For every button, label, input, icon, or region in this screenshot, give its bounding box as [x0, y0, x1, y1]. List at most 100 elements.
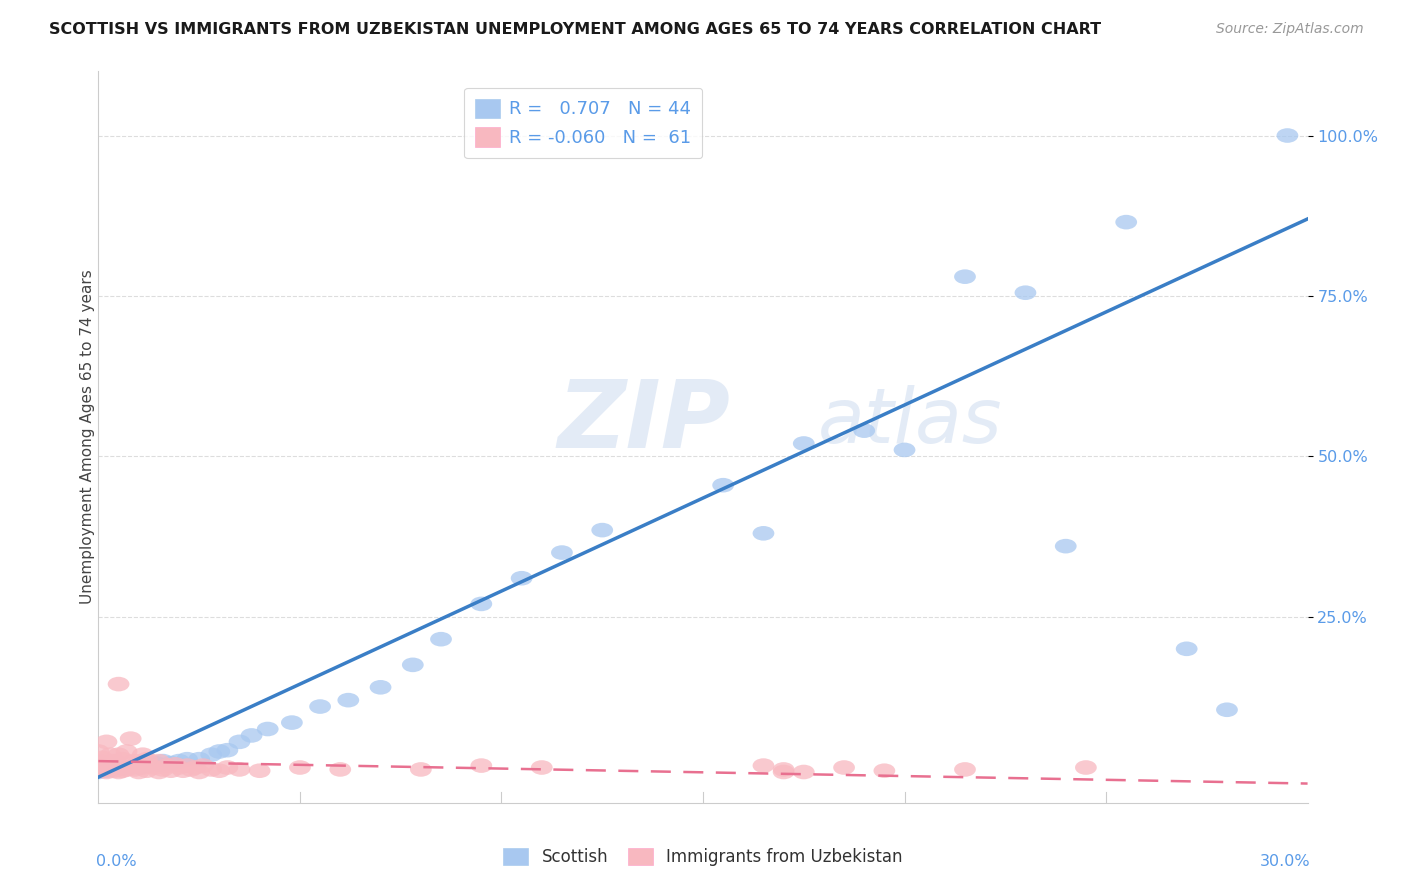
Ellipse shape	[108, 764, 129, 780]
Ellipse shape	[188, 764, 209, 780]
Legend: Scottish, Immigrants from Uzbekistan: Scottish, Immigrants from Uzbekistan	[496, 841, 910, 873]
Ellipse shape	[111, 752, 134, 766]
Ellipse shape	[281, 715, 302, 730]
Ellipse shape	[752, 758, 775, 772]
Ellipse shape	[87, 744, 110, 759]
Ellipse shape	[201, 762, 222, 777]
Ellipse shape	[124, 754, 146, 768]
Ellipse shape	[108, 758, 129, 772]
Ellipse shape	[894, 442, 915, 458]
Ellipse shape	[793, 764, 814, 780]
Ellipse shape	[169, 760, 190, 775]
Ellipse shape	[1216, 703, 1237, 717]
Ellipse shape	[100, 762, 121, 777]
Ellipse shape	[87, 764, 110, 780]
Ellipse shape	[853, 424, 875, 438]
Ellipse shape	[104, 754, 125, 768]
Ellipse shape	[188, 752, 209, 766]
Ellipse shape	[108, 760, 129, 775]
Ellipse shape	[115, 762, 138, 777]
Ellipse shape	[471, 597, 492, 611]
Ellipse shape	[1175, 641, 1198, 657]
Ellipse shape	[257, 722, 278, 736]
Ellipse shape	[193, 758, 214, 772]
Ellipse shape	[1076, 760, 1097, 775]
Ellipse shape	[152, 754, 174, 768]
Ellipse shape	[184, 760, 207, 775]
Ellipse shape	[955, 269, 976, 284]
Ellipse shape	[132, 760, 153, 775]
Ellipse shape	[240, 728, 263, 743]
Ellipse shape	[592, 523, 613, 537]
Ellipse shape	[176, 752, 198, 766]
Ellipse shape	[108, 677, 129, 691]
Ellipse shape	[111, 764, 134, 778]
Ellipse shape	[1115, 215, 1137, 229]
Ellipse shape	[128, 764, 149, 780]
Ellipse shape	[834, 760, 855, 775]
Ellipse shape	[128, 757, 149, 772]
Ellipse shape	[128, 760, 149, 775]
Ellipse shape	[201, 747, 222, 762]
Ellipse shape	[96, 764, 117, 780]
Ellipse shape	[100, 760, 121, 775]
Y-axis label: Unemployment Among Ages 65 to 74 years: Unemployment Among Ages 65 to 74 years	[80, 269, 94, 605]
Ellipse shape	[773, 764, 794, 780]
Ellipse shape	[172, 764, 194, 778]
Ellipse shape	[111, 761, 134, 775]
Ellipse shape	[169, 754, 190, 768]
Ellipse shape	[141, 758, 162, 772]
Ellipse shape	[136, 764, 157, 778]
Ellipse shape	[180, 762, 202, 777]
Ellipse shape	[329, 762, 352, 777]
Ellipse shape	[143, 756, 166, 771]
Ellipse shape	[115, 744, 138, 759]
Text: 30.0%: 30.0%	[1260, 854, 1310, 869]
Ellipse shape	[160, 756, 181, 771]
Ellipse shape	[1015, 285, 1036, 300]
Ellipse shape	[136, 752, 157, 766]
Text: 0.0%: 0.0%	[96, 854, 136, 869]
Ellipse shape	[370, 680, 391, 695]
Ellipse shape	[411, 762, 432, 777]
Ellipse shape	[91, 764, 114, 778]
Text: Source: ZipAtlas.com: Source: ZipAtlas.com	[1216, 22, 1364, 37]
Ellipse shape	[132, 747, 153, 762]
Ellipse shape	[208, 744, 231, 759]
Legend: R =   0.707   N = 44, R = -0.060   N =  61: R = 0.707 N = 44, R = -0.060 N = 61	[464, 87, 702, 158]
Ellipse shape	[402, 657, 423, 673]
Ellipse shape	[148, 764, 170, 780]
Ellipse shape	[120, 731, 142, 746]
Ellipse shape	[87, 760, 110, 775]
Ellipse shape	[309, 699, 330, 714]
Text: ZIP: ZIP	[558, 376, 731, 468]
Ellipse shape	[229, 762, 250, 777]
Ellipse shape	[148, 757, 170, 772]
Ellipse shape	[1277, 128, 1298, 143]
Ellipse shape	[96, 734, 117, 749]
Ellipse shape	[136, 758, 157, 772]
Ellipse shape	[229, 734, 250, 749]
Ellipse shape	[120, 760, 142, 774]
Ellipse shape	[120, 760, 142, 775]
Ellipse shape	[752, 526, 775, 541]
Ellipse shape	[955, 762, 976, 777]
Ellipse shape	[165, 757, 186, 772]
Ellipse shape	[124, 762, 146, 777]
Ellipse shape	[160, 764, 181, 778]
Ellipse shape	[104, 764, 125, 778]
Ellipse shape	[551, 545, 572, 560]
Ellipse shape	[773, 762, 794, 777]
Ellipse shape	[108, 747, 129, 762]
Ellipse shape	[249, 764, 270, 778]
Ellipse shape	[100, 747, 121, 762]
Ellipse shape	[217, 743, 238, 757]
Ellipse shape	[208, 764, 231, 778]
Ellipse shape	[217, 760, 238, 775]
Ellipse shape	[176, 758, 198, 772]
Ellipse shape	[531, 760, 553, 775]
Ellipse shape	[1054, 539, 1077, 553]
Ellipse shape	[793, 436, 814, 450]
Ellipse shape	[510, 571, 533, 585]
Text: SCOTTISH VS IMMIGRANTS FROM UZBEKISTAN UNEMPLOYMENT AMONG AGES 65 TO 74 YEARS CO: SCOTTISH VS IMMIGRANTS FROM UZBEKISTAN U…	[49, 22, 1101, 37]
